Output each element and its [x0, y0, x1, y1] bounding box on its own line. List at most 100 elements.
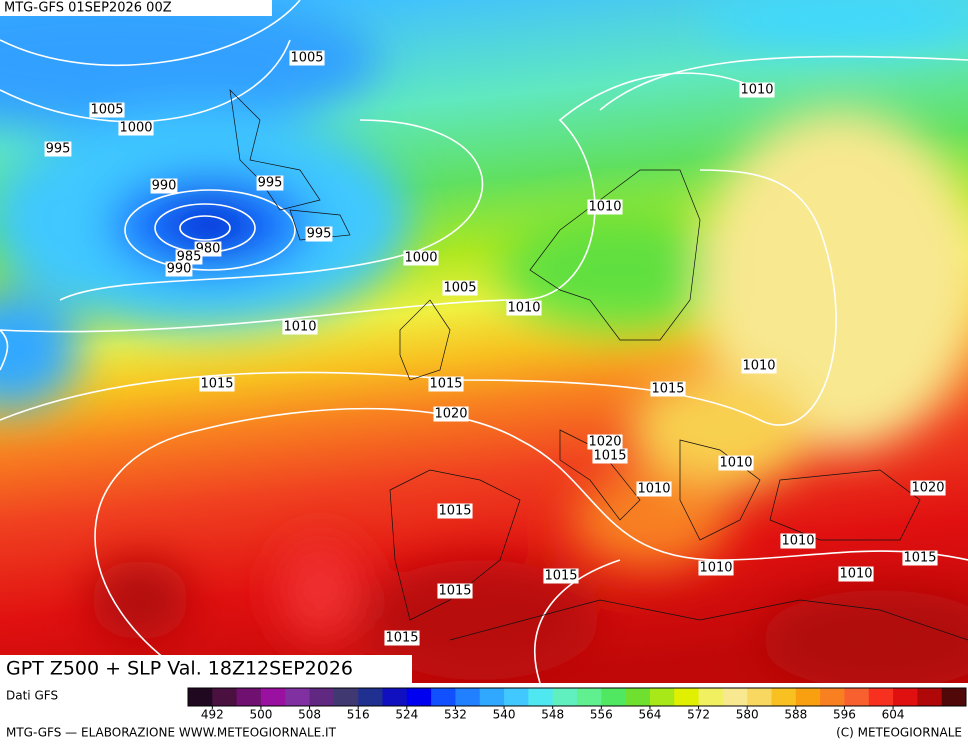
isobar-label-box [910, 480, 946, 496]
isobar-label-box [118, 120, 154, 136]
isobar-label: 1010 [742, 359, 775, 374]
isobar-label: 1010 [781, 534, 814, 549]
colorbar-segment [552, 688, 578, 706]
isobar-label: 1010 [283, 320, 316, 335]
colorbar-tick-label: 492 [201, 708, 224, 722]
isobar-label: 1015 [438, 504, 471, 519]
isobar-label-box [739, 82, 775, 98]
isobar-label-box [256, 175, 284, 191]
isobar-label: 1015 [438, 584, 471, 599]
colorbar-segment [382, 688, 408, 706]
isobar-label: 1015 [593, 449, 626, 464]
colorbar-tick-label: 540 [493, 708, 516, 722]
colorbar-tick-label: 524 [395, 708, 418, 722]
isobar-label: 990 [152, 179, 177, 194]
isobar-label-box [838, 566, 874, 582]
colorbar-tick-label: 500 [249, 708, 272, 722]
isobar-label: 995 [307, 227, 332, 242]
colorbar-segment [941, 688, 967, 706]
colorbar-segment [674, 688, 700, 706]
isobar-label: 1010 [719, 456, 752, 471]
isobar-label: 1010 [588, 200, 621, 215]
colorbar-segment [917, 688, 943, 706]
colorbar-segment [333, 688, 359, 706]
colorbar-segment [722, 688, 748, 706]
isobar-label: 1005 [90, 103, 123, 118]
source-label: Dati GFS [6, 689, 58, 703]
colorbar-segment [260, 688, 286, 706]
colorbar-segment [358, 688, 383, 706]
isobar-label-box [199, 376, 235, 392]
colorbar-segment [236, 688, 262, 706]
isobar-label: 1010 [839, 567, 872, 582]
isobar-label-box [650, 381, 686, 397]
isobar-label-box [437, 583, 473, 599]
colorbar-tick-label: 532 [444, 708, 467, 722]
colorbar-tick-label: 556 [590, 708, 613, 722]
isobar-label-box [718, 455, 754, 471]
colorbar-segment [649, 688, 675, 706]
footer-left: MTG-GFS — ELABORAZIONE WWW.METEOGIORNALE… [6, 726, 337, 740]
colorbar-segment [479, 688, 505, 706]
isobar-label: 1010 [507, 301, 540, 316]
isobar-label-box [592, 448, 628, 464]
isobar-label: 1020 [434, 407, 467, 422]
colorbar-segment [406, 688, 432, 706]
isobar-label-box [165, 261, 193, 277]
colorbar-tick-label: 516 [347, 708, 370, 722]
isobar-label-box [636, 481, 672, 497]
colorbar-segment [212, 688, 238, 706]
isobar-label-box [305, 226, 333, 242]
colorbar-segment [747, 688, 772, 706]
colorbar-tick-label: 596 [833, 708, 856, 722]
isobar-label: 1010 [740, 83, 773, 98]
isobar-label-box [587, 434, 623, 450]
isobar-label-box [780, 533, 816, 549]
isobar-label: 1005 [290, 51, 323, 66]
colorbar-segment [309, 688, 335, 706]
isobar-label: 1020 [588, 435, 621, 450]
colorbar-tick-label: 548 [541, 708, 564, 722]
title-box [0, 655, 412, 683]
colorbar-tick-label: 604 [882, 708, 905, 722]
isobar-label: 1010 [699, 561, 732, 576]
isobar-label-box [175, 249, 203, 265]
colorbar-segment [577, 688, 602, 706]
run-box [0, 0, 272, 16]
footer-right: (C) METEOGIORNALE [836, 726, 962, 740]
colorbar-segment [528, 688, 554, 706]
colorbar-segment [893, 688, 918, 706]
colorbar-frame [187, 687, 967, 707]
isobar-label: 1015 [903, 551, 936, 566]
isobar-label: 1015 [651, 382, 684, 397]
height-field [0, 0, 968, 683]
map-title: GPT Z500 + SLP Val. 18Z12SEP2026 [6, 658, 353, 680]
isobar-label-box [902, 550, 938, 566]
isobar-label: 995 [46, 142, 71, 157]
isobar-label-box [433, 406, 469, 422]
isobar-label: 995 [258, 176, 283, 191]
isobar-label-box [587, 199, 623, 215]
isobar-label-box [282, 319, 318, 335]
isobar-label-box [44, 141, 72, 157]
colorbar-tick-label: 572 [687, 708, 710, 722]
colorbar-segment [868, 688, 894, 706]
colorbar: 492 500 508 516 524 532 540 548 556 564 572 580 588 5… [187, 687, 967, 722]
isobar-label-box [437, 503, 473, 519]
colorbar-segment [698, 688, 724, 706]
isobar-label-box [150, 178, 178, 194]
isobar-label-box [289, 50, 325, 66]
isobar-label-box [89, 102, 125, 118]
isobar-label-box [506, 300, 542, 316]
colorbar-segment [285, 688, 311, 706]
colorbar-segment [455, 688, 481, 706]
colorbar-tick-label: 580 [736, 708, 759, 722]
isobar-label: 1000 [119, 121, 152, 136]
isobar-label: 1005 [443, 281, 476, 296]
colorbar-segment [504, 688, 529, 706]
colorbar-segment [625, 688, 651, 706]
colorbar-segment [431, 688, 456, 706]
isobar-label-box [698, 560, 734, 576]
colorbar-segment [820, 688, 845, 706]
